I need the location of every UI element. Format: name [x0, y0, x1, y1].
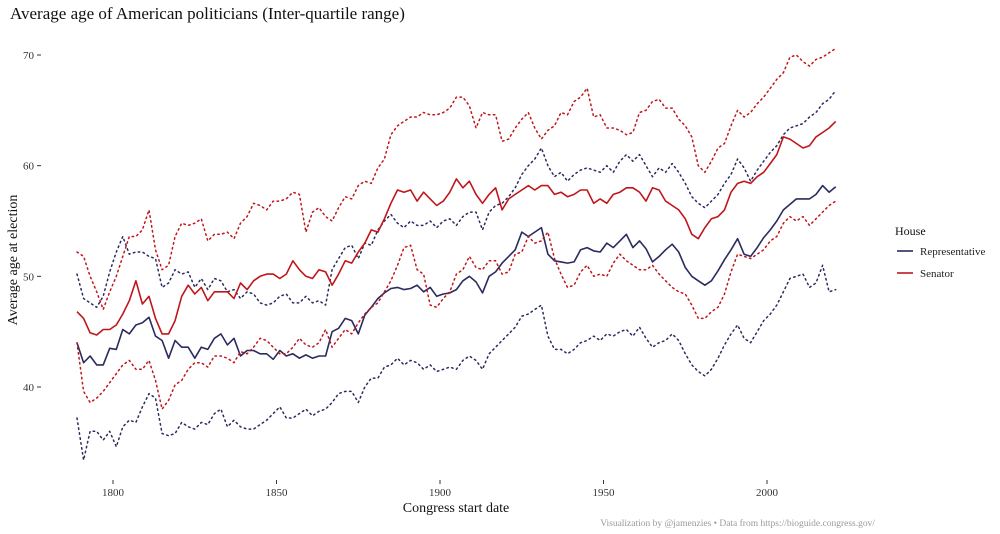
series-line-senator-lower-quartile [76, 200, 837, 410]
y-axis-title: Average age at election [6, 195, 21, 326]
series-line-representative-lower-quartile [76, 264, 837, 461]
series-line-representative-mean [76, 184, 837, 366]
legend-label-representative: Representative [920, 246, 985, 258]
chart-caption: Visualization by @jamenzies • Data from … [600, 518, 875, 529]
legend: House Representative Senator [895, 224, 985, 280]
series-line-representative-upper-quartile [76, 89, 837, 309]
legend-label-senator: Senator [920, 268, 954, 280]
chart-title: Average age of American politicians (Int… [10, 4, 405, 23]
legend-title: House [895, 224, 926, 238]
x-tick-label: 1850 [266, 487, 289, 499]
x-axis-title: Congress start date [403, 501, 510, 516]
x-tick-label: 1900 [429, 487, 452, 499]
plot-area [76, 47, 837, 461]
series-line-senator-mean [76, 120, 837, 336]
x-tick-label: 2000 [756, 487, 779, 499]
y-tick-label: 60 [23, 161, 35, 173]
y-tick-label: 50 [23, 271, 35, 283]
y-axis: 40 50 60 70 [23, 50, 41, 394]
series-line-senator-upper-quartile [76, 47, 837, 311]
x-tick-label: 1800 [102, 487, 125, 499]
x-tick-label: 1950 [593, 487, 616, 499]
y-tick-label: 70 [23, 50, 35, 62]
y-tick-label: 40 [23, 382, 35, 394]
x-axis: 1800 1850 1900 1950 2000 [102, 480, 779, 499]
